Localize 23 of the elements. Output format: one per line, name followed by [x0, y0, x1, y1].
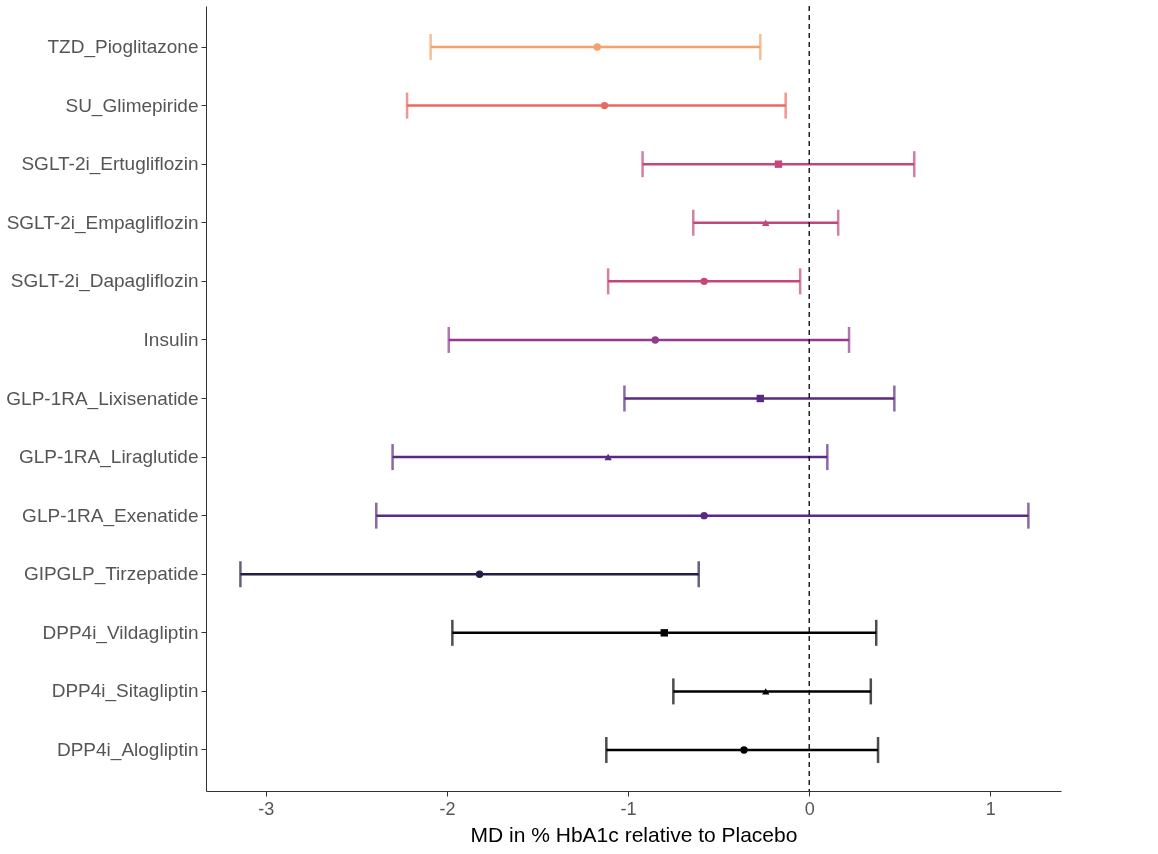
- x-tick-label: 1: [985, 798, 996, 819]
- x-tick-label: -2: [439, 798, 456, 819]
- y-tick-label: GLP-1RA_Exenatide: [22, 504, 199, 527]
- x-axis-title: MD in % HbA1c relative to Placebo: [470, 822, 798, 846]
- point: [593, 43, 601, 51]
- point: [651, 336, 659, 344]
- y-tick-label: SGLT-2i_Dapagliflozin: [10, 270, 199, 293]
- x-tick-label: -3: [258, 798, 275, 819]
- y-tick-label: GLP-1RA_Liraglutide: [18, 446, 199, 469]
- y-tick-label: Insulin: [143, 328, 199, 350]
- y-tick-label: SU_Glimepiride: [65, 94, 199, 117]
- y-tick-label: DPP4i_Vildagliptin: [42, 621, 199, 644]
- y-tick-label: SGLT-2i_Empagliflozin: [6, 211, 199, 234]
- x-tick-label: -1: [620, 798, 637, 819]
- y-tick-label: GIPGLP_Tirzepatide: [23, 563, 199, 586]
- x-tick-label: 0: [804, 798, 815, 819]
- y-tick-label: SGLT-2i_Ertugliflozin: [21, 153, 199, 176]
- y-tick-label: GLP-1RA_Lixisenatide: [6, 387, 199, 410]
- point: [475, 570, 484, 578]
- y-tick-label: DPP4i_Sitagliptin: [51, 680, 199, 703]
- y-tick-label: TZD_Pioglitazone: [47, 36, 199, 59]
- y-tick-label: DPP4i_Alogliptin: [56, 738, 199, 761]
- point: [600, 101, 609, 110]
